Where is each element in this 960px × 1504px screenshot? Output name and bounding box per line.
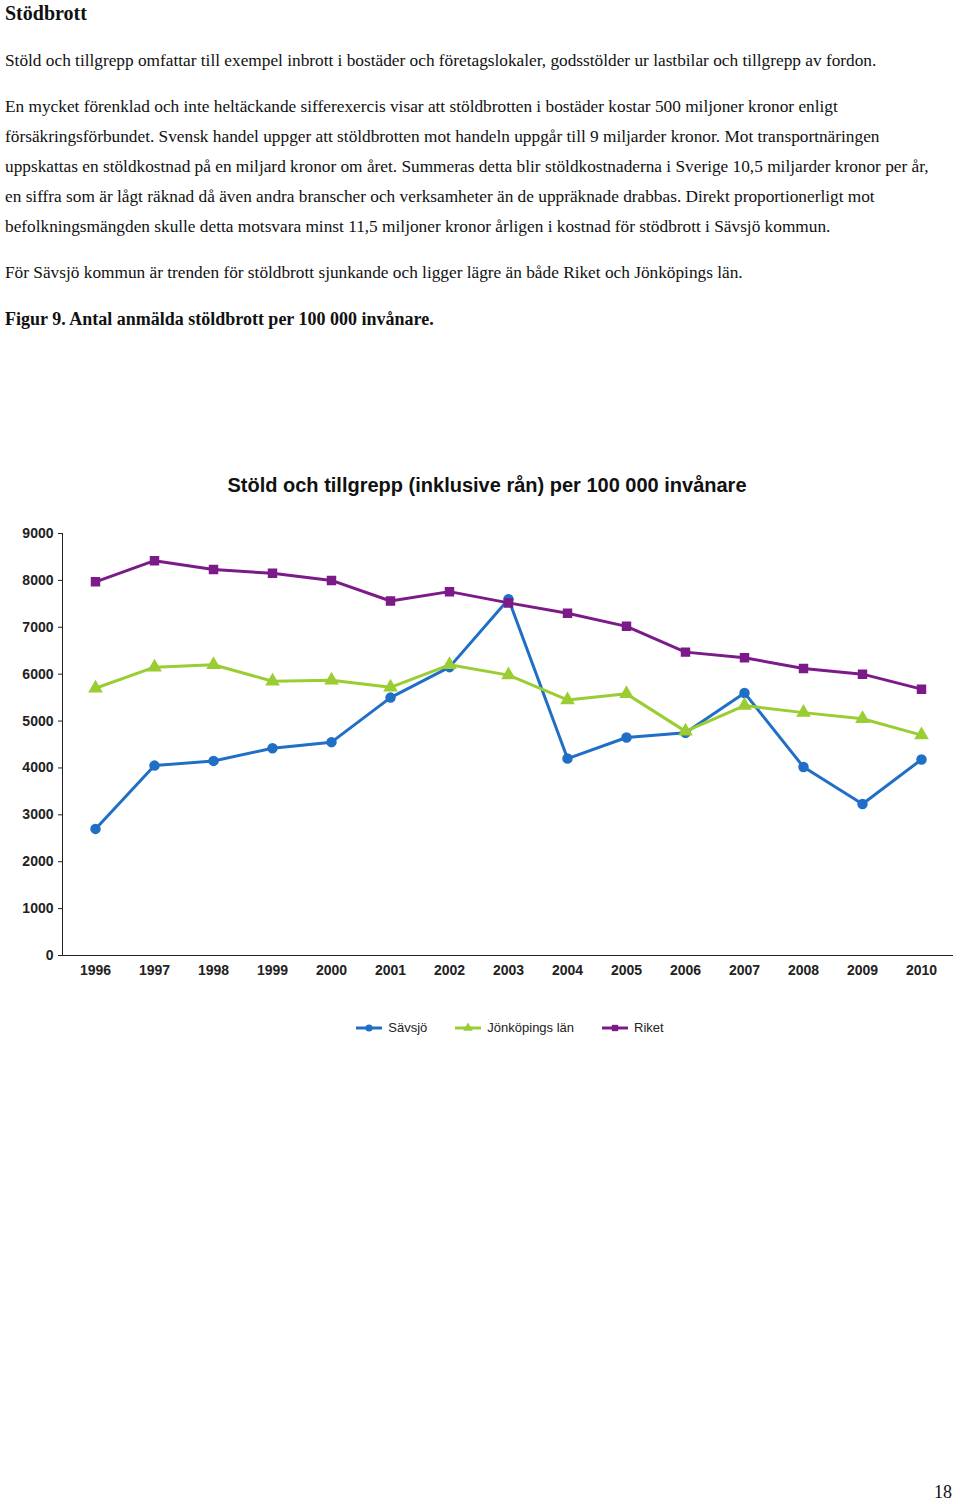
svg-text:3000: 3000	[22, 806, 53, 822]
html-text:Riket: Riket	[634, 1020, 664, 1035]
svg-text:2003: 2003	[493, 962, 524, 978]
html-text:Figur 9. Antal anmälda stöldbr: Figur 9. Antal anmälda stöldbrott per 10…	[5, 309, 434, 329]
svg-text:7000: 7000	[22, 619, 53, 635]
html-text:Jönköpings län: Jönköpings län	[487, 1020, 575, 1035]
html-text:18: 18	[934, 1482, 952, 1502]
svg-text:2000: 2000	[22, 853, 53, 869]
svg-text:2010: 2010	[906, 962, 937, 978]
svg-text:1998: 1998	[198, 962, 229, 978]
svg-text:2002: 2002	[434, 962, 465, 978]
svg-text:8000: 8000	[22, 572, 53, 588]
html-text:Sävsjö: Sävsjö	[388, 1020, 428, 1035]
svg-text:1996: 1996	[80, 962, 111, 978]
svg-text:2005: 2005	[611, 962, 642, 978]
svg-text:2009: 2009	[847, 962, 878, 978]
svg-text:9000: 9000	[22, 525, 53, 541]
html-text:Stöld och tillgrepp (inklusive: Stöld och tillgrepp (inklusive rån) per …	[227, 474, 747, 496]
html-text:En mycket förenklad och inte h: En mycket förenklad och inte heltäckande…	[5, 97, 929, 236]
svg-text:1997: 1997	[139, 962, 170, 978]
svg-text:6000: 6000	[22, 666, 53, 682]
svg-text:1999: 1999	[257, 962, 288, 978]
svg-text:2008: 2008	[788, 962, 819, 978]
svg-text:4000: 4000	[22, 759, 53, 775]
html-text:Stöld och tillgrepp omfattar t: Stöld och tillgrepp omfattar till exempe…	[5, 51, 877, 70]
svg-text:2004: 2004	[552, 962, 583, 978]
svg-text:2007: 2007	[729, 962, 760, 978]
svg-text:1000: 1000	[22, 900, 53, 916]
svg-text:5000: 5000	[22, 713, 53, 729]
html-text:För Sävsjö kommun är trenden f: För Sävsjö kommun är trenden för stöldbr…	[5, 263, 743, 282]
svg-text:2001: 2001	[375, 962, 406, 978]
svg-text:2006: 2006	[670, 962, 701, 978]
svg-text:2000: 2000	[316, 962, 347, 978]
html-text:Stödbrott: Stödbrott	[5, 2, 87, 24]
svg-text:0: 0	[46, 947, 54, 963]
